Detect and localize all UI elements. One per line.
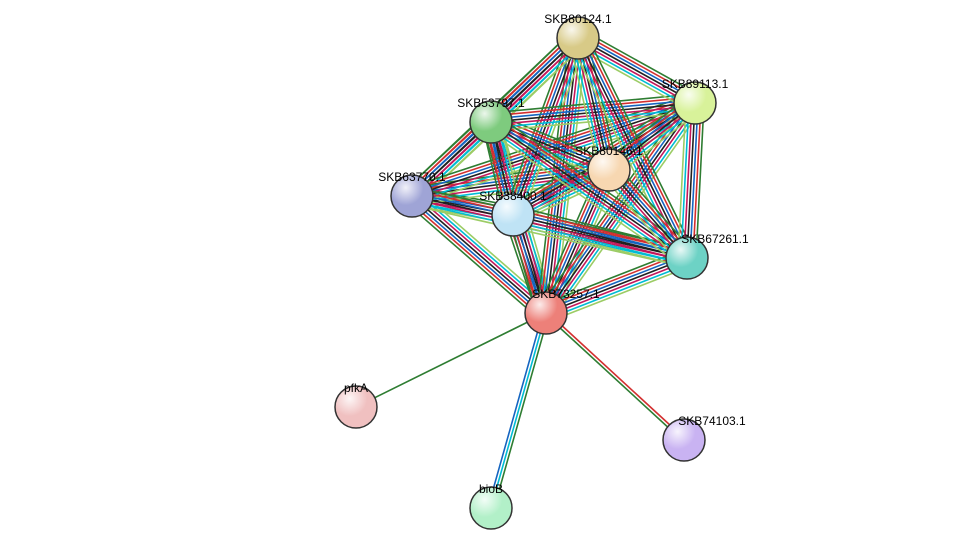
- edge-database: [491, 313, 546, 508]
- node-label: SKB38400.1: [479, 189, 547, 203]
- node-label: SKB67261.1: [681, 232, 749, 246]
- node-label: SKB80146.1: [575, 144, 643, 158]
- node-label: bioB: [479, 482, 503, 496]
- node-SKB38400.1[interactable]: SKB38400.1: [479, 189, 547, 236]
- node-SKB67261.1[interactable]: SKB67261.1: [666, 232, 749, 279]
- node-SKB73257.1[interactable]: SKB73257.1: [525, 287, 600, 334]
- edge-neighborhood: [356, 313, 546, 407]
- node-label: SKB74103.1: [678, 414, 746, 428]
- node-label: SKB89113.1: [662, 77, 729, 91]
- edge-neighborhood: [494, 314, 549, 509]
- node-label: SKB53797.1: [457, 96, 525, 110]
- edge-fusion: [547, 312, 685, 439]
- node-label: SKB73257.1: [532, 287, 600, 301]
- edge-cooccurrence: [488, 312, 543, 507]
- edges-layer: [356, 30, 704, 509]
- node-pfkA[interactable]: pfkA: [335, 381, 377, 428]
- edge-neighborhood: [545, 314, 683, 441]
- node-label: SKB63770.1: [378, 170, 446, 184]
- node-SKB74103.1[interactable]: SKB74103.1: [663, 414, 746, 461]
- node-bioB[interactable]: bioB: [470, 482, 512, 529]
- node-label: pfkA: [344, 381, 368, 395]
- node-label: SKB80124.1: [544, 12, 612, 26]
- network-graph: SKB80124.1 SKB53797.1 SKB89113.1 SKB80146.1…: [0, 0, 975, 541]
